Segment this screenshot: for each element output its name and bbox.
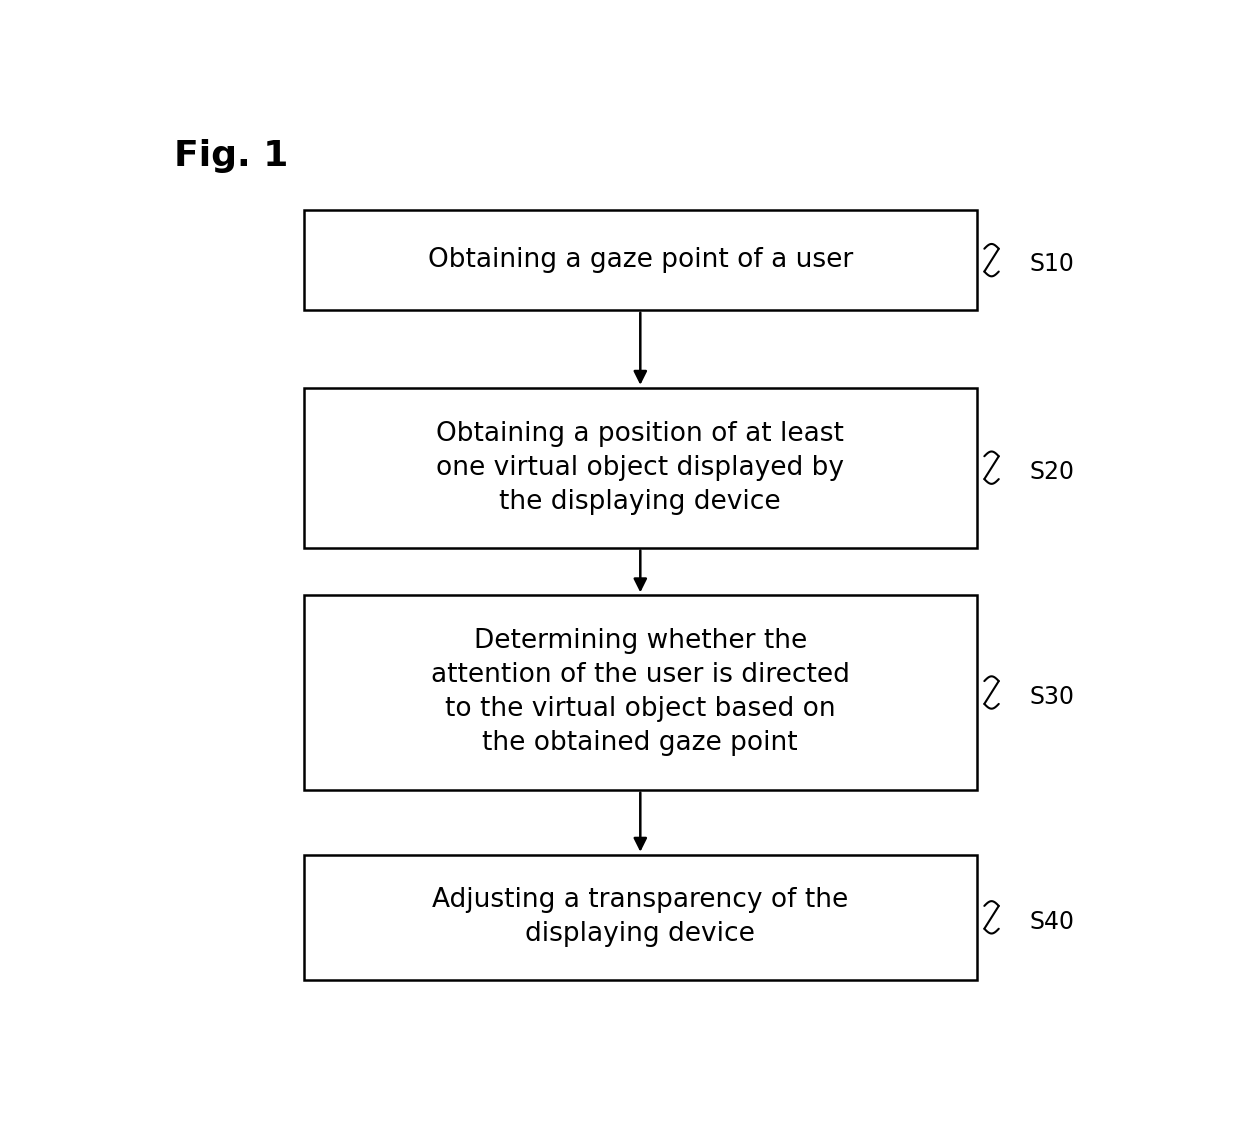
Text: Adjusting a transparency of the
displaying device: Adjusting a transparency of the displayi… [433, 887, 848, 948]
Bar [304, 210, 977, 310]
Bar [304, 387, 977, 548]
Text: Determining whether the
attention of the user is directed
to the virtual object : Determining whether the attention of the… [430, 629, 849, 757]
Text: S40: S40 [1029, 910, 1075, 933]
Text: S20: S20 [1029, 460, 1075, 484]
Bar [304, 595, 977, 789]
Text: S10: S10 [1029, 253, 1074, 276]
Text: Obtaining a position of at least
one virtual object displayed by
the displaying : Obtaining a position of at least one vir… [436, 421, 844, 514]
Text: S30: S30 [1029, 685, 1075, 709]
Bar [304, 855, 977, 980]
Text: Obtaining a gaze point of a user: Obtaining a gaze point of a user [428, 247, 853, 273]
Text: Fig. 1: Fig. 1 [174, 139, 289, 173]
